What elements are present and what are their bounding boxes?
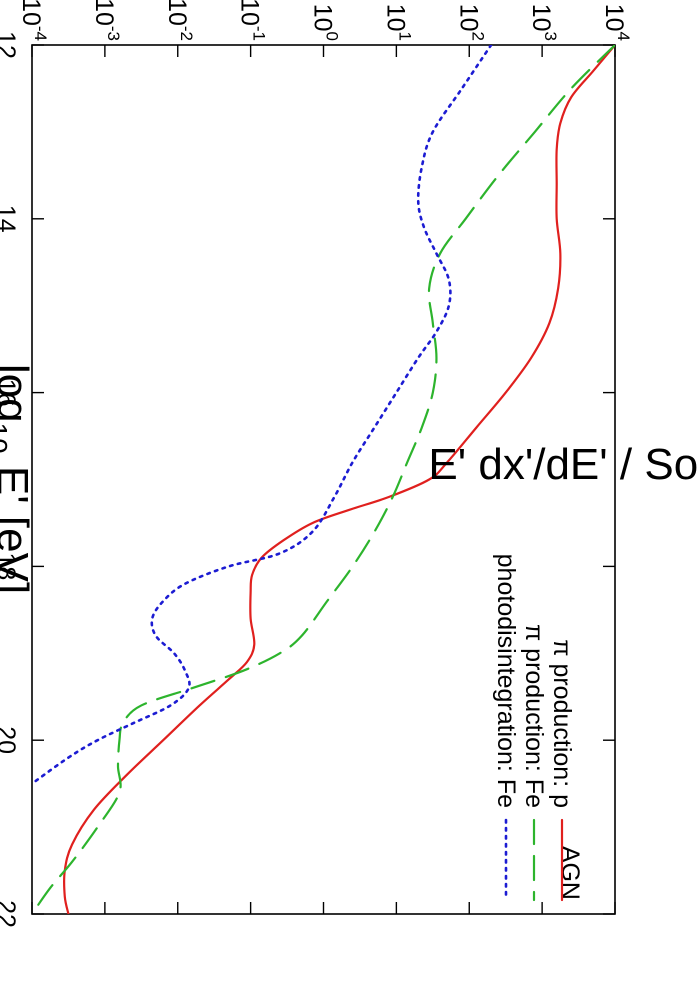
x-axis-label-main: log — [0, 364, 37, 423]
series-line-1 — [63, 45, 615, 914]
y-tick-exponent: 3 — [541, 32, 560, 41]
y-tick-base: 10 — [527, 4, 555, 32]
x-tick-label: 18 — [0, 552, 20, 580]
y-tick-exponent: 2 — [468, 32, 487, 41]
y-tick-exponent: 1 — [395, 32, 414, 41]
y-tick-base: 10 — [236, 0, 264, 26]
series-line-3 — [32, 45, 493, 785]
x-tick-label: 22 — [0, 900, 20, 928]
ticks: 12141618202210410310210110010-110-210-31… — [0, 0, 633, 928]
legend-label: π production: p — [548, 639, 576, 808]
y-tick-label: 100 — [309, 4, 342, 41]
y-tick-label: 104 — [600, 4, 633, 41]
y-tick-exponent: -1 — [250, 26, 269, 41]
y-tick-exponent: -4 — [31, 26, 50, 41]
y-tick-label: 103 — [527, 4, 560, 41]
y-tick-exponent: 4 — [614, 32, 633, 41]
y-tick-exponent: 0 — [323, 32, 342, 41]
y-tick-label: 10-1 — [236, 0, 269, 41]
x-tick-label: 12 — [0, 31, 20, 59]
y-tick-base: 10 — [600, 4, 628, 32]
x-axis-label: log10 E' [eV] — [0, 364, 37, 594]
legend-label: π production: Fe — [520, 624, 548, 808]
y-tick-base: 10 — [381, 4, 409, 32]
legend-label: photodisintegration: Fe — [492, 554, 520, 808]
series-group — [32, 45, 615, 914]
y-tick-label: 102 — [454, 4, 487, 41]
legend-title: AGN — [556, 846, 584, 900]
series-line-2 — [32, 45, 615, 914]
y-tick-base: 10 — [163, 0, 191, 26]
legend: AGN π production: pπ production: Fephotod… — [492, 554, 584, 902]
x-tick-label: 16 — [0, 379, 20, 407]
y-tick-label: 10-2 — [163, 0, 196, 41]
y-tick-base: 10 — [454, 4, 482, 32]
y-tick-exponent: -3 — [104, 26, 123, 41]
y-tick-base: 10 — [309, 4, 337, 32]
y-tick-label: 10-3 — [90, 0, 123, 41]
x-axis-label-rest: E' [eV] — [0, 454, 37, 594]
x-tick-label: 20 — [0, 726, 20, 754]
y-tick-label: 101 — [381, 4, 414, 41]
y-tick-base: 10 — [90, 0, 118, 26]
y-tick-base: 10 — [17, 0, 45, 26]
x-tick-label: 14 — [0, 205, 20, 233]
y-tick-label: 10-4 — [17, 0, 50, 41]
y-tick-exponent: -2 — [177, 26, 196, 41]
y-axis-label: E' dx'/dE' / Source Size — [428, 440, 700, 489]
x-axis-label-sub: 10 — [0, 423, 13, 454]
